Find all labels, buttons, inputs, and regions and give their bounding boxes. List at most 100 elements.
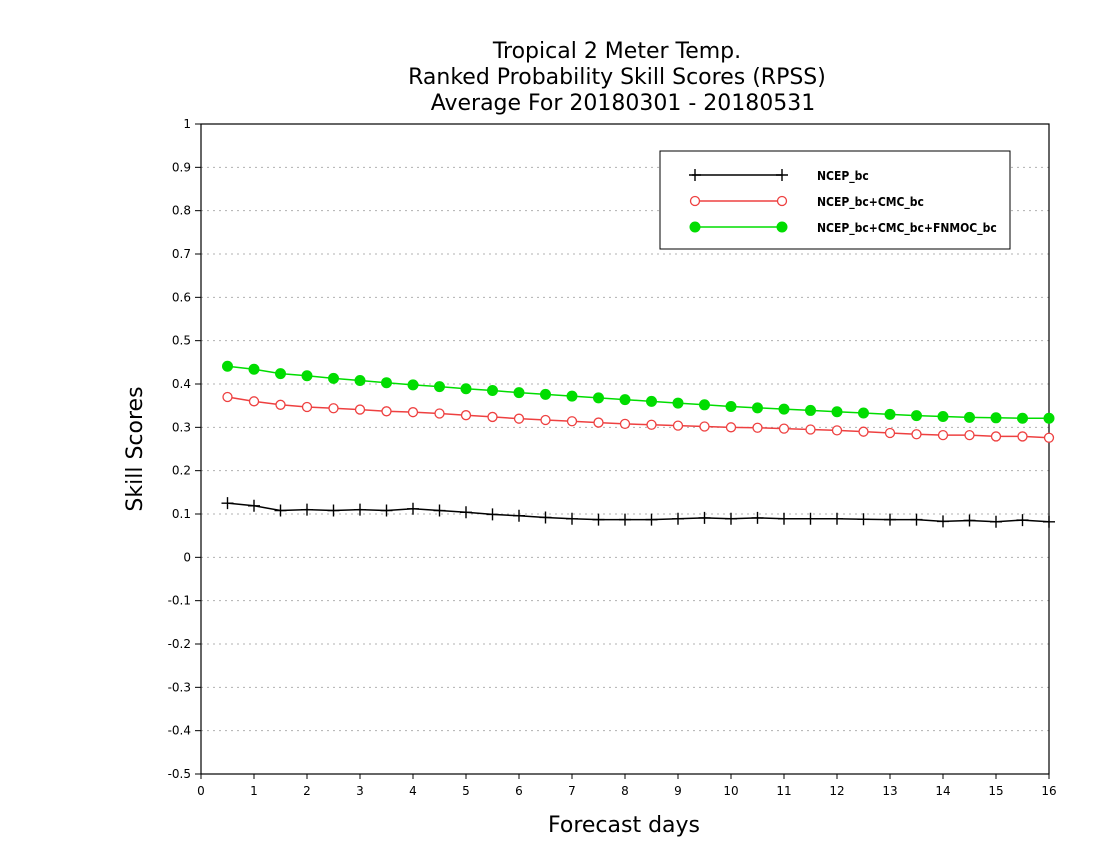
series-1: [222, 391, 1055, 443]
y-tick-label: 0.9: [172, 160, 191, 174]
y-tick-label: 0.6: [172, 290, 191, 304]
x-tick-label: 7: [568, 784, 576, 798]
data-point: [699, 399, 710, 411]
series-line: [227, 502, 1050, 523]
x-tick-label: 9: [674, 784, 682, 798]
data-point: [619, 394, 631, 406]
data-point: [354, 503, 366, 516]
data-point: [540, 388, 551, 400]
data-point: [566, 512, 578, 525]
data-point: [672, 397, 684, 409]
data-point: [646, 419, 657, 430]
data-point: [937, 411, 949, 422]
data-point: [540, 414, 551, 426]
data-point: [805, 404, 816, 416]
data-point: [275, 368, 286, 380]
data-point: [434, 408, 445, 419]
data-point: [831, 425, 843, 436]
data-point: [513, 509, 525, 522]
data-point: [619, 513, 631, 526]
legend-label: NCEP_bc+CMC_bc: [817, 195, 924, 210]
series-group: [221, 360, 1055, 528]
data-point: [381, 406, 392, 417]
data-point: [274, 504, 287, 517]
data-point: [222, 360, 233, 372]
data-point: [593, 392, 604, 404]
data-point: [645, 513, 658, 526]
x-tick-label: 14: [935, 784, 950, 798]
data-point: [407, 407, 419, 418]
data-point: [1043, 515, 1055, 528]
data-point: [460, 410, 472, 421]
data-point: [911, 410, 922, 422]
data-point: [1017, 412, 1028, 424]
data-point: [699, 421, 710, 432]
data-point: [990, 515, 1002, 528]
data-point: [672, 420, 684, 431]
y-tick-label: 0.7: [172, 247, 191, 261]
gridlines: [201, 166, 1049, 732]
data-point: [911, 429, 922, 440]
y-tick-label: 0.5: [172, 334, 191, 348]
y-tick-label: 1: [183, 117, 191, 131]
title-line-3: Average For 20180301 - 20180531: [431, 91, 816, 116]
legend-marker: [689, 169, 701, 181]
legend-entry-1: NCEP_bc+CMC_bc: [689, 195, 924, 210]
legend-box: [659, 150, 1011, 250]
data-point: [725, 512, 737, 525]
y-axis-label: Skill Scores: [123, 386, 148, 511]
title-line-1: Tropical 2 Meter Temp.: [492, 39, 741, 64]
data-point: [910, 513, 923, 526]
x-tick-label: 12: [829, 784, 844, 798]
y-tick-label: 0.8: [172, 204, 191, 218]
data-point: [1016, 514, 1029, 527]
data-point: [221, 497, 234, 510]
data-point: [460, 383, 472, 395]
data-point: [1043, 412, 1055, 424]
chart-title: Tropical 2 Meter Temp. Ranked Probabilit…: [408, 39, 826, 116]
x-tick-label: 5: [462, 784, 470, 798]
legend-entry-2: NCEP_bc+CMC_bc+FNMOC_bc: [689, 221, 997, 236]
data-point: [884, 408, 896, 420]
data-point: [434, 381, 445, 393]
legend-marker: [689, 195, 701, 207]
x-tick-label: 10: [723, 784, 738, 798]
data-point: [831, 512, 843, 525]
y-tick-label: -0.5: [168, 767, 191, 781]
x-tick-label: 4: [409, 784, 417, 798]
data-point: [539, 511, 552, 524]
x-tick-label: 0: [197, 784, 205, 798]
data-point: [301, 370, 313, 382]
data-point: [407, 502, 419, 515]
data-point: [593, 417, 604, 428]
data-point: [566, 416, 578, 427]
data-point: [328, 372, 339, 384]
data-point: [963, 514, 976, 527]
data-point: [778, 403, 790, 415]
data-point: [990, 431, 1002, 442]
data-point: [858, 426, 869, 437]
y-axis-ticks: 1 0.9 0.8 0.7 0.6 0.5 0.4 0.3 0.2 0.1 0 -0.1 -0.2 -0.…: [168, 117, 201, 781]
series-line: [227, 396, 1050, 439]
data-point: [937, 429, 949, 441]
data-point: [433, 504, 446, 517]
y-tick-label: -0.2: [168, 637, 191, 651]
y-tick-label: 0: [183, 550, 191, 564]
data-point: [592, 513, 605, 526]
data-point: [646, 395, 657, 407]
data-point: [990, 412, 1002, 424]
series-0: [221, 497, 1055, 528]
legend-marker: [776, 221, 788, 233]
y-tick-label: 0.1: [172, 507, 191, 521]
data-point: [884, 427, 896, 439]
data-point: [354, 375, 366, 387]
data-point: [222, 391, 233, 403]
data-point: [328, 403, 339, 414]
data-point: [487, 385, 498, 396]
data-point: [937, 515, 949, 528]
data-point: [964, 429, 975, 441]
data-point: [248, 499, 260, 512]
data-point: [619, 418, 631, 430]
y-tick-label: 0.2: [172, 464, 191, 478]
